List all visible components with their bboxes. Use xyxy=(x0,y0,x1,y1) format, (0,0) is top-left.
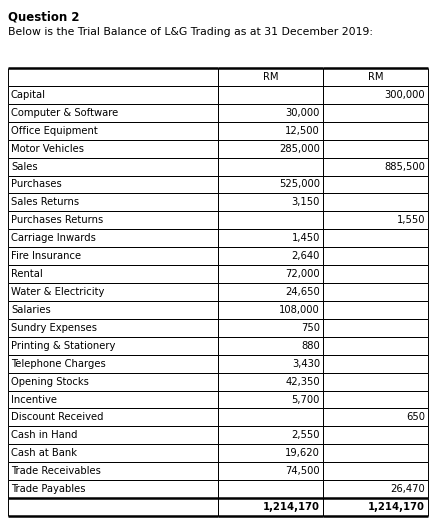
Text: Computer & Software: Computer & Software xyxy=(11,108,118,118)
Text: 19,620: 19,620 xyxy=(284,448,319,458)
Text: Fire Insurance: Fire Insurance xyxy=(11,251,81,261)
Text: Carriage Inwards: Carriage Inwards xyxy=(11,233,95,243)
Text: Purchases Returns: Purchases Returns xyxy=(11,215,103,225)
Text: 5,700: 5,700 xyxy=(291,394,319,404)
Text: 880: 880 xyxy=(301,341,319,351)
Text: Purchases: Purchases xyxy=(11,179,62,190)
Text: Question 2: Question 2 xyxy=(8,11,79,24)
Text: Discount Received: Discount Received xyxy=(11,413,103,423)
Text: Sundry Expenses: Sundry Expenses xyxy=(11,323,97,333)
Text: Cash at Bank: Cash at Bank xyxy=(11,448,77,458)
Text: Telephone Charges: Telephone Charges xyxy=(11,358,105,369)
Text: 72,000: 72,000 xyxy=(285,269,319,279)
Text: Office Equipment: Office Equipment xyxy=(11,126,98,135)
Text: Printing & Stationery: Printing & Stationery xyxy=(11,341,115,351)
Text: RM: RM xyxy=(262,72,278,82)
Text: 1,214,170: 1,214,170 xyxy=(367,502,424,512)
Text: 1,450: 1,450 xyxy=(291,233,319,243)
Text: RM: RM xyxy=(367,72,382,82)
Text: 42,350: 42,350 xyxy=(285,377,319,387)
Text: Below is the Trial Balance of L&G Trading as at 31 December 2019:: Below is the Trial Balance of L&G Tradin… xyxy=(8,27,372,37)
Text: Opening Stocks: Opening Stocks xyxy=(11,377,89,387)
Text: 1,214,170: 1,214,170 xyxy=(263,502,319,512)
Text: 300,000: 300,000 xyxy=(384,90,424,100)
Text: 525,000: 525,000 xyxy=(278,179,319,190)
Text: 2,550: 2,550 xyxy=(291,430,319,440)
Text: 3,150: 3,150 xyxy=(291,197,319,207)
Text: 885,500: 885,500 xyxy=(383,162,424,171)
Text: Motor Vehicles: Motor Vehicles xyxy=(11,144,84,154)
Text: 74,500: 74,500 xyxy=(285,466,319,476)
Text: Cash in Hand: Cash in Hand xyxy=(11,430,77,440)
Text: 108,000: 108,000 xyxy=(279,305,319,315)
Text: 1,550: 1,550 xyxy=(395,215,424,225)
Text: Capital: Capital xyxy=(11,90,46,100)
Text: 24,650: 24,650 xyxy=(285,287,319,297)
Text: Incentive: Incentive xyxy=(11,394,57,404)
Text: Sales Returns: Sales Returns xyxy=(11,197,79,207)
Text: Trade Receivables: Trade Receivables xyxy=(11,466,101,476)
Text: Salaries: Salaries xyxy=(11,305,51,315)
Text: Sales: Sales xyxy=(11,162,37,171)
Text: 3,430: 3,430 xyxy=(291,358,319,369)
Text: Rental: Rental xyxy=(11,269,43,279)
Text: 12,500: 12,500 xyxy=(285,126,319,135)
Text: 750: 750 xyxy=(300,323,319,333)
Text: 650: 650 xyxy=(405,413,424,423)
Text: 2,640: 2,640 xyxy=(291,251,319,261)
Text: Trade Payables: Trade Payables xyxy=(11,484,85,494)
Text: 26,470: 26,470 xyxy=(389,484,424,494)
Text: 30,000: 30,000 xyxy=(285,108,319,118)
Text: Water & Electricity: Water & Electricity xyxy=(11,287,104,297)
Text: 285,000: 285,000 xyxy=(279,144,319,154)
